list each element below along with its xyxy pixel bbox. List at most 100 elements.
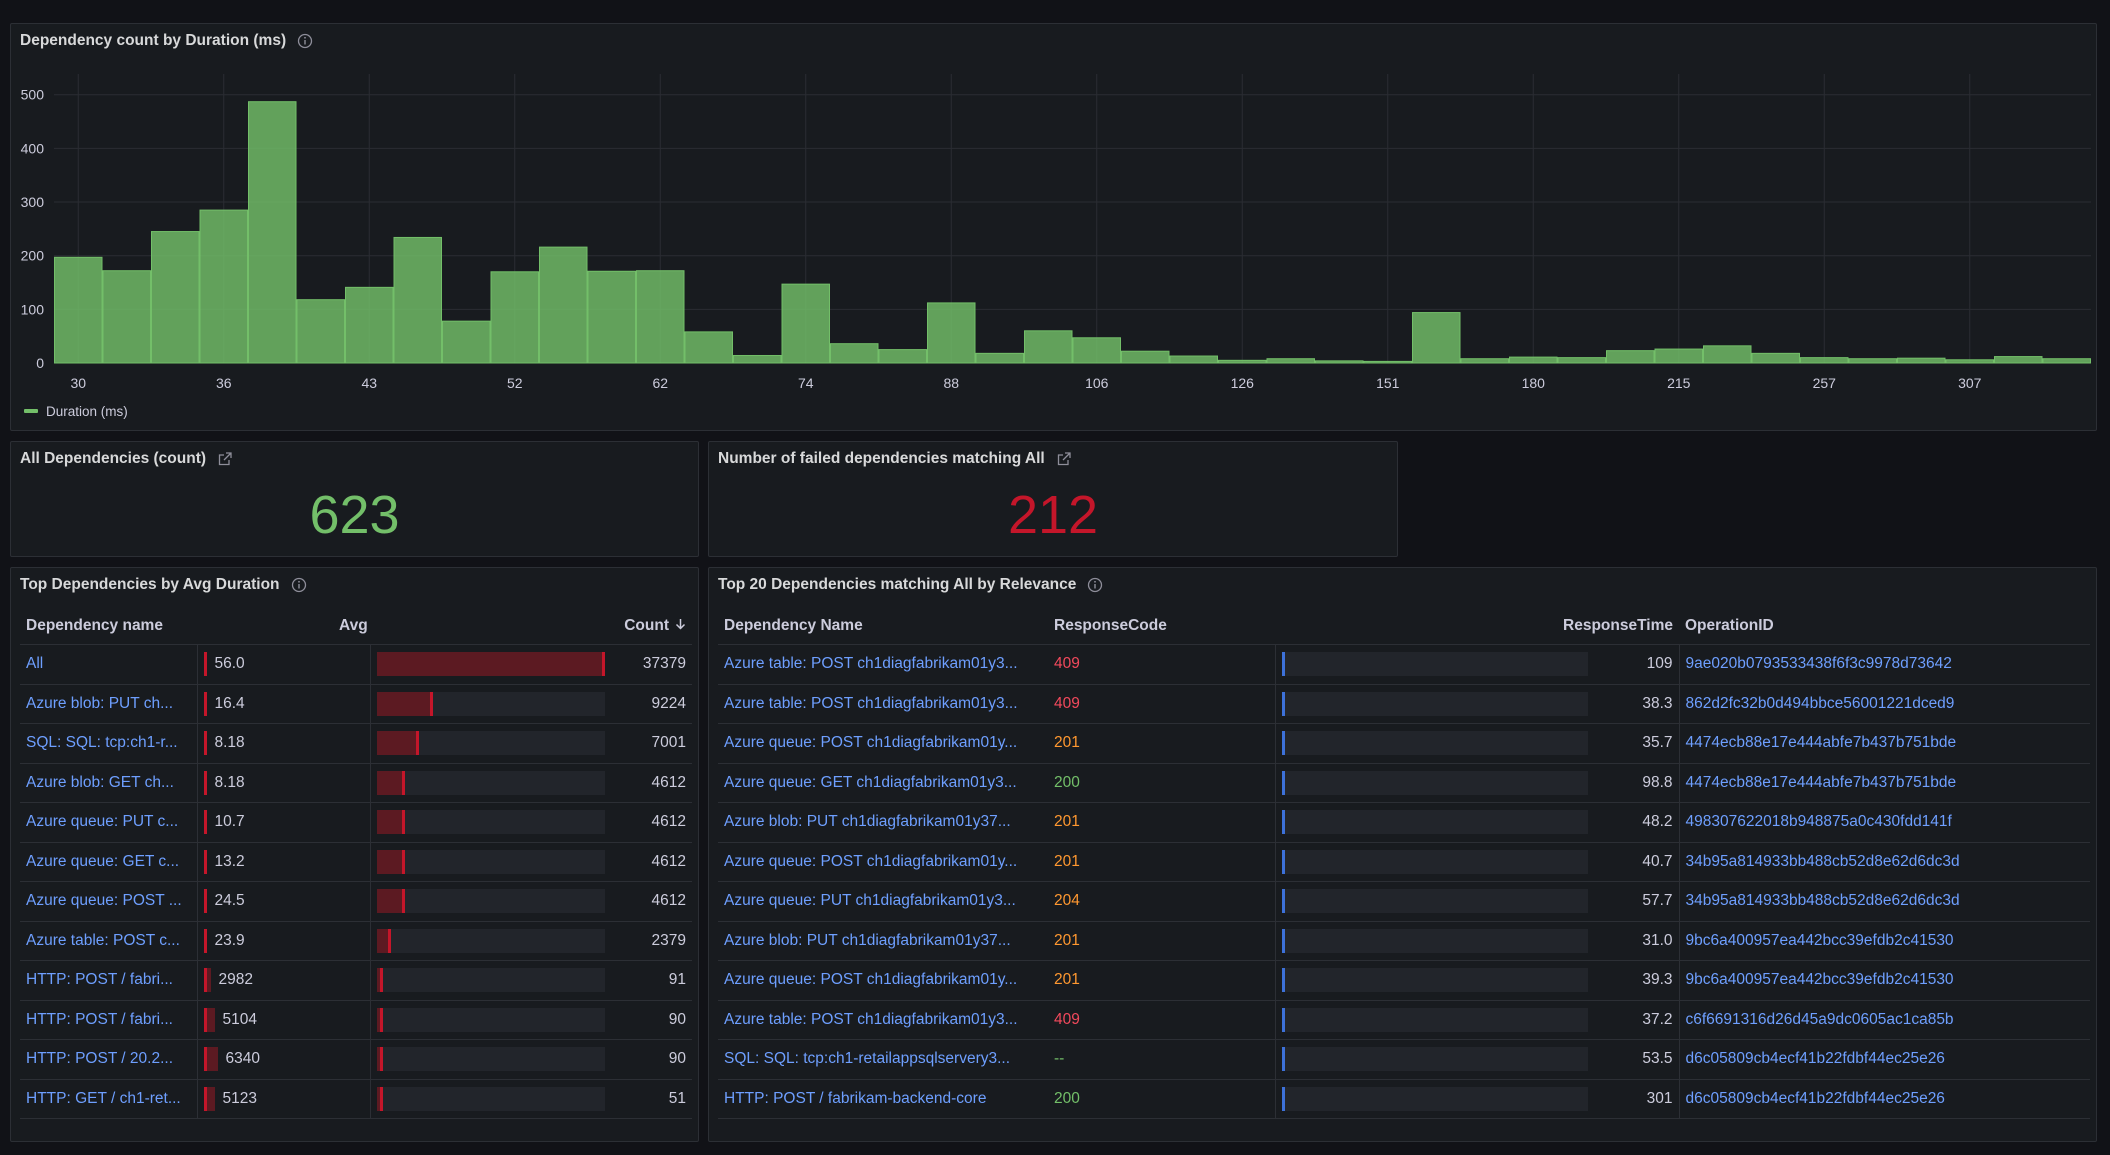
table-row[interactable]: SQL: SQL: tcp:ch1-r... 8.18 7001	[20, 723, 692, 764]
histogram-bar[interactable]	[1024, 330, 1073, 364]
histogram-bar[interactable]	[1460, 358, 1509, 364]
operation-id-link[interactable]: c6f6691316d26d45a9dc0605ac1ca85b	[1685, 1010, 1954, 1028]
header-avg[interactable]: Avg	[197, 608, 370, 645]
histogram-bar[interactable]	[539, 246, 588, 364]
dependency-link[interactable]: Azure table: POST ch1diagfabrikam01y3...	[724, 1010, 1018, 1028]
histogram-bar[interactable]	[442, 320, 491, 364]
table-row[interactable]: HTTP: POST / fabri... 2982 91	[20, 960, 692, 1001]
histogram-bar[interactable]	[1218, 359, 1267, 364]
histogram-bar[interactable]	[830, 343, 879, 364]
header-count[interactable]: Count	[370, 608, 692, 645]
table-row[interactable]: HTTP: POST / fabrikam-backend-core 200 301…	[718, 1079, 2090, 1119]
histogram-bar[interactable]	[151, 231, 200, 364]
histogram-bar[interactable]	[1315, 360, 1364, 364]
histogram-bar[interactable]	[1751, 352, 1800, 364]
histogram-bar[interactable]	[2042, 358, 2091, 364]
histogram-bar[interactable]	[1169, 355, 1218, 364]
operation-id-link[interactable]: 34b95a814933bb488cb52d8e62d6dc3d	[1685, 852, 1960, 870]
histogram-bar[interactable]	[1606, 350, 1655, 364]
histogram-bar[interactable]	[781, 283, 830, 364]
histogram-bar[interactable]	[1121, 350, 1170, 364]
header-dependency-name[interactable]: Dependency name	[20, 608, 197, 645]
operation-id-link[interactable]: d6c05809cb4ecf41b22fdbf44ec25e26	[1685, 1089, 1945, 1107]
histogram-bar[interactable]	[878, 349, 927, 364]
dependency-link[interactable]: Azure queue: PUT c...	[26, 813, 179, 831]
dependency-link[interactable]: Azure table: POST ch1diagfabrikam01y3...	[724, 655, 1018, 673]
histogram-bar[interactable]	[1945, 359, 1994, 364]
table-row[interactable]: Azure queue: POST ch1diagfabrikam01y... 2…	[718, 960, 2090, 1001]
dependency-link[interactable]: Azure blob: PUT ch...	[26, 694, 174, 712]
dependency-link[interactable]: Azure queue: PUT ch1diagfabrikam01y3...	[724, 892, 1016, 910]
table-row[interactable]: Azure queue: GET ch1diagfabrikam01y3... 2…	[718, 763, 2090, 803]
histogram-bar[interactable]	[1994, 356, 2043, 364]
dependency-link[interactable]: SQL: SQL: tcp:ch1-retailappsqlservery3..…	[724, 1050, 1011, 1068]
histogram-bar[interactable]	[54, 256, 103, 364]
table-row[interactable]: HTTP: GET / ch1-ret... 5123 51	[20, 1079, 692, 1119]
histogram-bar[interactable]	[1800, 357, 1849, 364]
dependency-link[interactable]: SQL: SQL: tcp:ch1-r...	[26, 734, 178, 752]
dependency-link[interactable]: Azure table: POST c...	[26, 931, 180, 949]
table-row[interactable]: Azure queue: GET c... 13.2 4612	[20, 842, 692, 882]
histogram-bar[interactable]	[1654, 348, 1703, 364]
legend-label[interactable]: Duration (ms)	[46, 404, 128, 419]
dependency-link[interactable]: HTTP: POST / fabri...	[26, 971, 173, 989]
histogram-bar[interactable]	[684, 331, 733, 364]
table-row[interactable]: All 56.0 37379	[20, 644, 692, 685]
header-operation-id[interactable]: OperationID	[1679, 608, 2090, 645]
info-icon[interactable]	[1086, 576, 1104, 594]
table-row[interactable]: Azure table: POST ch1diagfabrikam01y3...…	[718, 644, 2090, 685]
dependency-link[interactable]: Azure queue: GET ch1diagfabrikam01y3...	[724, 773, 1017, 791]
dependency-link[interactable]: HTTP: POST / 20.2...	[26, 1050, 174, 1068]
operation-id-link[interactable]: d6c05809cb4ecf41b22fdbf44ec25e26	[1685, 1050, 1945, 1068]
operation-id-link[interactable]: 9ae020b0793533438f6f3c9978d73642	[1685, 655, 1952, 673]
dependency-link[interactable]: HTTP: GET / ch1-ret...	[26, 1089, 181, 1107]
dependency-link[interactable]: HTTP: POST / fabrikam-backend-core	[724, 1089, 987, 1107]
external-link-icon[interactable]	[1055, 450, 1073, 468]
histogram-bar[interactable]	[1266, 358, 1315, 364]
table-row[interactable]: SQL: SQL: tcp:ch1-retailappsqlservery3..…	[718, 1039, 2090, 1080]
header-response-code[interactable]: ResponseCode	[1048, 608, 1275, 645]
table-row[interactable]: Azure table: POST ch1diagfabrikam01y3...…	[718, 684, 2090, 724]
operation-id-link[interactable]: 34b95a814933bb488cb52d8e62d6dc3d	[1685, 892, 1960, 910]
dependency-link[interactable]: HTTP: POST / fabri...	[26, 1010, 173, 1028]
histogram-bar[interactable]	[490, 271, 539, 364]
dependency-link[interactable]: Azure queue: POST ch1diagfabrikam01y...	[724, 734, 1018, 752]
histogram-bar[interactable]	[1072, 337, 1121, 364]
histogram-bar[interactable]	[587, 270, 636, 364]
external-link-icon[interactable]	[216, 450, 234, 468]
table-row[interactable]: Azure blob: GET ch... 8.18 4612	[20, 763, 692, 803]
histogram-bar[interactable]	[102, 270, 151, 364]
histogram-bar[interactable]	[1557, 357, 1606, 364]
table-row[interactable]: HTTP: POST / 20.2... 6340 90	[20, 1039, 692, 1080]
histogram-bar[interactable]	[733, 354, 782, 364]
dependency-link[interactable]: Azure blob: GET ch...	[26, 773, 174, 791]
operation-id-link[interactable]: 4474ecb88e17e444abfe7b437b751bde	[1685, 773, 1957, 791]
dependency-link[interactable]: All	[26, 655, 44, 673]
dependency-link[interactable]: Azure table: POST ch1diagfabrikam01y3...	[724, 694, 1018, 712]
histogram-bar[interactable]	[1703, 345, 1752, 364]
histogram-bar[interactable]	[1509, 356, 1558, 364]
table-row[interactable]: Azure blob: PUT ch... 16.4 9224	[20, 684, 692, 724]
table-row[interactable]: Azure table: POST c... 23.9 2379	[20, 921, 692, 961]
table-row[interactable]: Azure queue: POST ch1diagfabrikam01y... 2…	[718, 842, 2090, 882]
header-response-time[interactable]: ResponseTime	[1275, 608, 1679, 645]
table-row[interactable]: Azure blob: PUT ch1diagfabrikam01y37... 2…	[718, 802, 2090, 843]
histogram-bar[interactable]	[393, 236, 442, 364]
histogram-bar[interactable]	[1897, 357, 1946, 364]
table-row[interactable]: Azure queue: POST ... 24.5 4612	[20, 881, 692, 922]
histogram-bar[interactable]	[975, 352, 1024, 364]
operation-id-link[interactable]: 4474ecb88e17e444abfe7b437b751bde	[1685, 734, 1957, 752]
dependency-link[interactable]: Azure queue: POST ch1diagfabrikam01y...	[724, 852, 1018, 870]
dependency-link[interactable]: Azure blob: PUT ch1diagfabrikam01y37...	[724, 813, 1011, 831]
dependency-link[interactable]: Azure queue: GET c...	[26, 852, 180, 870]
dependency-link[interactable]: Azure blob: PUT ch1diagfabrikam01y37...	[724, 931, 1011, 949]
table-row[interactable]: Azure table: POST ch1diagfabrikam01y3...…	[718, 1000, 2090, 1040]
operation-id-link[interactable]: 498307622018b948875a0c430fdd141f	[1685, 813, 1952, 831]
table-row[interactable]: Azure blob: PUT ch1diagfabrikam01y37... 2…	[718, 921, 2090, 961]
dependency-link[interactable]: Azure queue: POST ch1diagfabrikam01y...	[724, 971, 1018, 989]
histogram-bar[interactable]	[199, 209, 248, 364]
table-row[interactable]: Azure queue: PUT ch1diagfabrikam01y3... 2…	[718, 881, 2090, 922]
table-row[interactable]: HTTP: POST / fabri... 5104 90	[20, 1000, 692, 1040]
operation-id-link[interactable]: 9bc6a400957ea442bcc39efdb2c41530	[1685, 931, 1954, 949]
table-row[interactable]: Azure queue: POST ch1diagfabrikam01y... 2…	[718, 723, 2090, 764]
